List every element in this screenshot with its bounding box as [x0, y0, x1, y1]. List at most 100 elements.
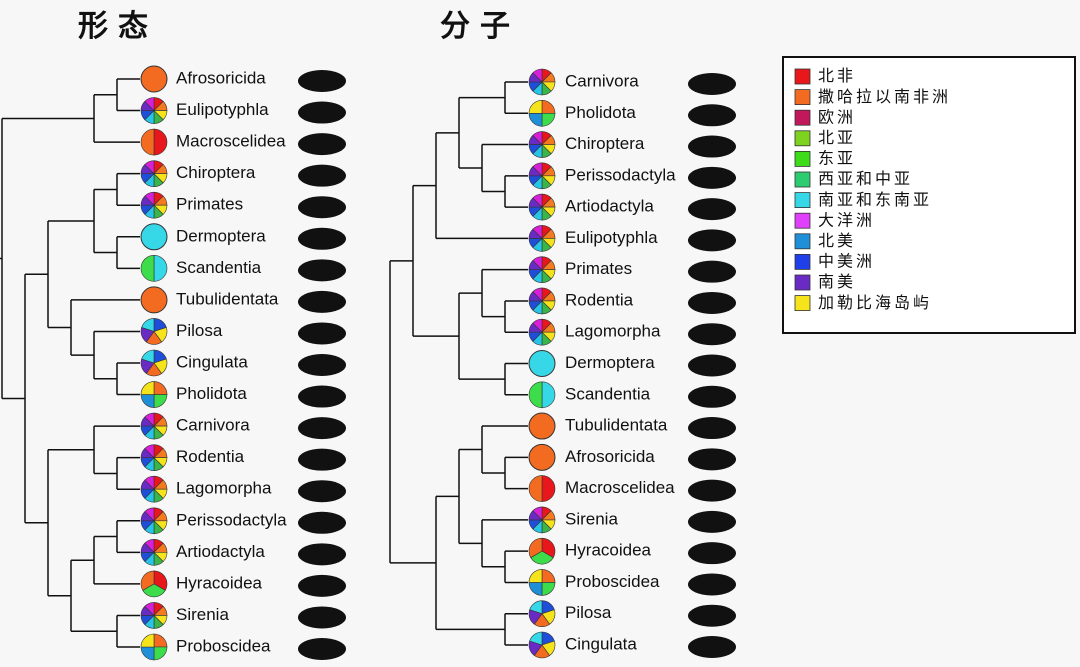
animal-silhouette [298, 606, 346, 629]
pie-slice [144, 412, 155, 427]
legend-swatch [794, 253, 811, 270]
legend-swatch [794, 89, 811, 105]
tree-title: 形态 [78, 10, 158, 43]
taxon-label: Artiodactyla [176, 542, 265, 561]
animal-silhouette [688, 291, 736, 314]
pie-slice [532, 68, 543, 83]
animal-silhouette [298, 164, 346, 187]
legend-swatch [794, 130, 811, 147]
legend-label: 北亚 [818, 129, 856, 147]
pie-slice [532, 287, 543, 302]
animal-silhouette [298, 133, 346, 156]
taxon-label: Sirenia [176, 605, 229, 624]
animal-silhouette [298, 196, 346, 219]
tree-title: 分子 [440, 10, 520, 43]
legend-swatch [794, 171, 811, 188]
pie-slice [532, 131, 543, 146]
taxon-label: Pholidota [565, 103, 636, 122]
animal-silhouette [298, 290, 346, 313]
pie-slice [144, 444, 155, 459]
pie-slice [532, 225, 543, 240]
pie-slice [153, 255, 168, 282]
pie [528, 443, 556, 471]
animal-silhouette [688, 135, 736, 158]
animal-silhouette [298, 543, 346, 566]
animal-silhouette [298, 259, 346, 282]
pie-slice [528, 569, 543, 583]
animal-silhouette [688, 604, 736, 627]
taxon-label: Tubulidentata [176, 289, 279, 308]
pie-slice [140, 381, 155, 395]
pie-slice [144, 539, 155, 554]
pie-slice [532, 256, 543, 271]
animal-silhouette [298, 322, 346, 345]
legend-label: 北非 [818, 67, 856, 85]
pie-slice [140, 570, 155, 591]
animal-silhouette [688, 385, 736, 408]
pie-slice [140, 128, 155, 156]
taxon-label: Macroscelidea [176, 132, 286, 151]
legend-label: 北美 [818, 232, 856, 250]
taxon-label: Primates [176, 195, 243, 214]
animal-silhouette [688, 417, 736, 440]
taxon-label: Lagomorpha [176, 479, 272, 498]
taxon-label: Macroscelidea [565, 478, 675, 497]
animal-silhouette [298, 574, 346, 597]
legend-label: 南亚和东南亚 [818, 191, 932, 209]
taxon-label: Lagomorpha [565, 322, 661, 341]
pie [140, 65, 168, 93]
animal-silhouette [688, 104, 736, 127]
taxon-label: Carnivora [176, 416, 250, 435]
taxon-label: Afrosoricida [176, 68, 266, 87]
pie-slice [140, 633, 155, 648]
pie-slice [140, 255, 155, 282]
taxon-label: Scandentia [565, 384, 651, 403]
pie [140, 223, 168, 251]
taxon-label: Cingulata [176, 352, 248, 371]
legend-swatch [794, 109, 811, 126]
pie-slice [144, 602, 155, 617]
pie-slice [541, 381, 556, 409]
legend-swatch [794, 274, 811, 291]
legend-swatch [794, 233, 811, 250]
taxon-label: Tubulidentata [565, 416, 668, 435]
animal-silhouette [298, 511, 346, 534]
animal-silhouette [688, 573, 736, 596]
taxon-label: Rodentia [176, 447, 245, 466]
animal-silhouette [688, 354, 736, 377]
animal-silhouette [688, 198, 736, 221]
pie-slice [153, 128, 168, 156]
legend-swatch [794, 192, 811, 209]
legend-label: 南美 [818, 273, 856, 291]
animal-silhouette [688, 510, 736, 533]
pie-slice [529, 631, 543, 646]
taxon-label: Chiroptera [176, 163, 256, 182]
pie-slice [528, 99, 543, 114]
taxon-label: Eulipotyphla [176, 100, 269, 119]
taxon-label: Sirenia [565, 509, 618, 528]
animal-silhouette [688, 323, 736, 346]
animal-silhouette [298, 385, 346, 408]
taxon-label: Proboscidea [176, 636, 271, 655]
legend-label: 撒哈拉以南非洲 [818, 88, 951, 106]
taxon-label: Perissodactyla [565, 165, 676, 184]
pie-slice [144, 160, 155, 175]
legend-swatch [794, 68, 811, 85]
pie [528, 412, 556, 440]
pie [140, 286, 168, 314]
animal-silhouette [688, 260, 736, 283]
animal-silhouette [688, 636, 736, 658]
pie-slice [528, 537, 543, 559]
pie-slice [144, 191, 155, 206]
animal-silhouette [688, 166, 736, 189]
taxon-label: Scandentia [176, 258, 262, 277]
pie-slice [532, 162, 543, 177]
legend-label: 西亚和中亚 [818, 170, 913, 188]
animal-silhouette [688, 448, 736, 471]
taxon-label: Chiroptera [565, 134, 645, 153]
taxon-label: Carnivora [565, 71, 639, 90]
taxon-label: Dermoptera [565, 353, 655, 372]
pie-slice [532, 193, 543, 208]
animal-silhouette [298, 70, 346, 92]
taxon-label: Perissodactyla [176, 510, 287, 529]
